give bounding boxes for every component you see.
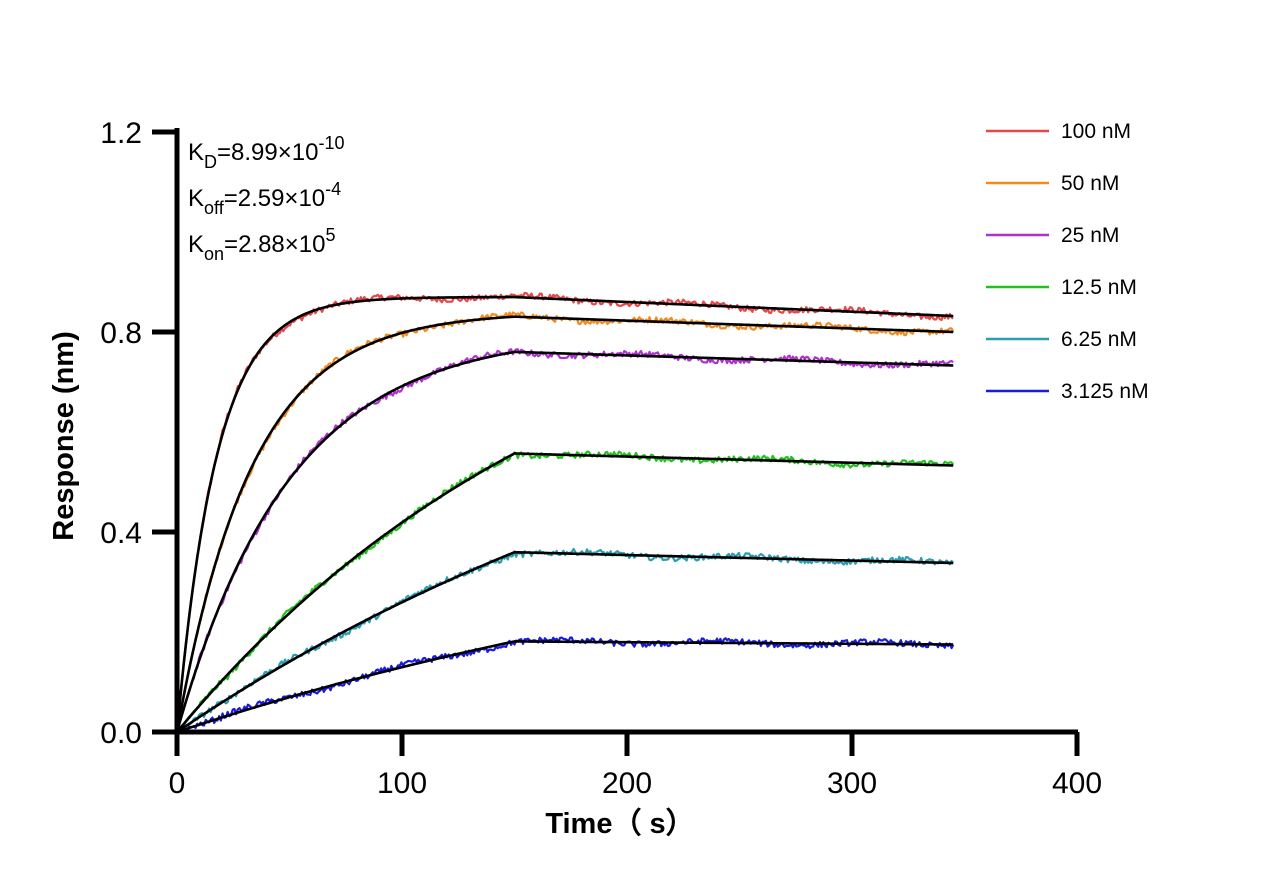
y-tick-label-2: 0.8 [100, 317, 142, 350]
x-axis-title: Time（ s） [545, 807, 694, 840]
legend-label-1: 50 nM [1061, 172, 1119, 195]
kinetic-constant-0: KD=8.99×10-10 [188, 133, 344, 172]
kinetic-constants: KD=8.99×10-10 Koff=2.59×10-4 Kon=2.88×105 [188, 133, 344, 264]
x-tick-label-1: 100 [377, 767, 427, 800]
y-tick-label-3: 1.2 [100, 117, 142, 150]
legend-label-0: 100 nM [1061, 120, 1131, 143]
series-trace-2 [175, 348, 954, 733]
series-trace-1 [175, 311, 955, 733]
x-tick-label-0: 0 [169, 767, 186, 800]
kinetic-constant-1: Koff=2.59×10-4 [188, 179, 341, 218]
fit-curve-5 [176, 640, 954, 734]
fit-curve-0 [175, 295, 954, 733]
ticks: 0 100 200 300 400 0.0 0.4 0.8 1.2 [100, 117, 1102, 800]
fit-curve-2 [175, 350, 954, 733]
y-tick-label-0: 0.0 [100, 717, 142, 750]
fit-curve-3 [175, 452, 954, 733]
legend-label-2: 25 nM [1061, 224, 1119, 247]
legend-label-4: 6.25 nM [1061, 328, 1137, 351]
x-tick-label-3: 300 [827, 767, 877, 800]
x-tick-label-2: 200 [602, 767, 652, 800]
series-trace-4 [176, 547, 955, 733]
legend: 100 nM 50 nM 25 nM 12.5 nM 6.25 nM 3.125 nM [986, 120, 1149, 403]
x-tick-label-4: 400 [1052, 767, 1102, 800]
series-trace-5 [176, 636, 955, 734]
legend-label-3: 12.5 nM [1061, 276, 1137, 299]
y-tick-label-1: 0.4 [100, 517, 142, 550]
kinetic-constant-2: Kon=2.88×105 [188, 225, 336, 264]
series-trace-3 [176, 450, 955, 733]
series-layer [175, 291, 955, 734]
legend-label-5: 3.125 nM [1061, 380, 1149, 403]
y-axis-title: Response (nm) [48, 331, 80, 540]
fit-curve-4 [176, 550, 954, 734]
fit-curve-1 [175, 315, 954, 733]
